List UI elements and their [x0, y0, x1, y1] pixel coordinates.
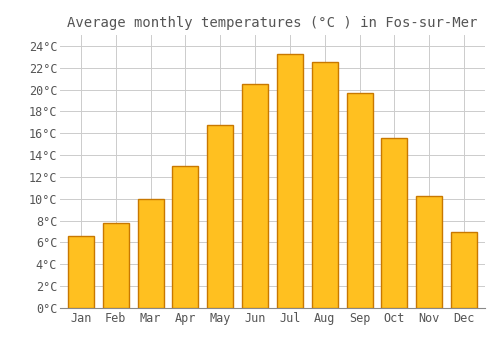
Bar: [416, 196, 442, 308]
Bar: [138, 199, 164, 308]
Bar: [207, 125, 234, 308]
Bar: [346, 93, 372, 308]
Bar: [451, 232, 477, 308]
Bar: [242, 84, 268, 308]
Bar: [312, 62, 338, 308]
Bar: [277, 54, 303, 308]
Bar: [68, 236, 94, 308]
Bar: [382, 138, 407, 308]
Title: Average monthly temperatures (°C ) in Fos-sur-Mer: Average monthly temperatures (°C ) in Fo…: [68, 16, 478, 30]
Bar: [172, 166, 199, 308]
Bar: [102, 223, 129, 308]
